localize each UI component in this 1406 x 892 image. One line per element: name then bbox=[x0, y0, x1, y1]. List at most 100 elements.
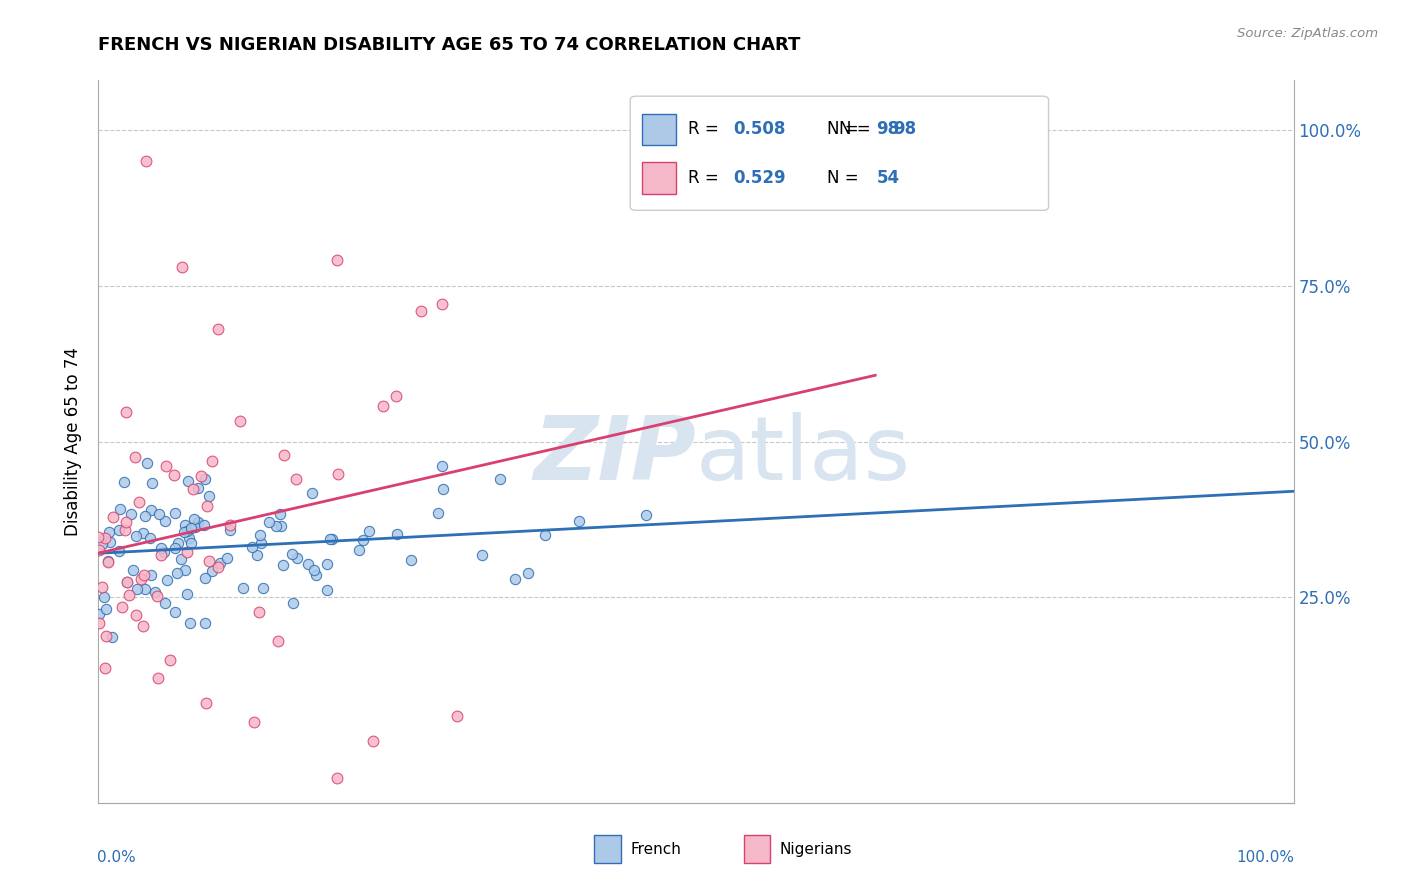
Text: Nigerians: Nigerians bbox=[780, 841, 852, 856]
FancyBboxPatch shape bbox=[630, 96, 1049, 211]
Point bbox=[432, 459, 454, 474]
Text: N =: N = bbox=[827, 169, 865, 186]
Text: FRENCH VS NIGERIAN DISABILITY AGE 65 TO 74 CORRELATION CHART: FRENCH VS NIGERIAN DISABILITY AGE 65 TO … bbox=[98, 36, 801, 54]
Point bbox=[503, 572, 526, 586]
Point bbox=[328, 467, 350, 481]
Point bbox=[141, 503, 163, 517]
Point bbox=[148, 507, 170, 521]
Point bbox=[132, 526, 155, 541]
Point bbox=[180, 520, 202, 534]
Point bbox=[246, 548, 269, 562]
Point bbox=[176, 474, 198, 488]
Point bbox=[96, 602, 118, 616]
Point bbox=[112, 475, 135, 489]
Point bbox=[165, 541, 187, 556]
Point bbox=[94, 531, 117, 545]
Point bbox=[166, 566, 188, 580]
Point bbox=[252, 581, 274, 595]
Point bbox=[432, 482, 454, 496]
Point bbox=[153, 514, 176, 528]
Point bbox=[471, 548, 494, 562]
Point bbox=[174, 518, 197, 533]
Point bbox=[409, 304, 432, 318]
Point bbox=[270, 519, 292, 533]
Point bbox=[138, 531, 160, 545]
Point bbox=[240, 540, 263, 554]
Text: 98: 98 bbox=[876, 120, 900, 138]
Point bbox=[363, 733, 385, 747]
Point bbox=[159, 652, 181, 666]
Point bbox=[108, 501, 131, 516]
Point bbox=[432, 297, 454, 311]
Point bbox=[304, 567, 326, 582]
Point bbox=[217, 550, 239, 565]
Point bbox=[316, 582, 339, 597]
Point bbox=[198, 554, 221, 568]
Point bbox=[87, 530, 110, 544]
Point bbox=[264, 519, 287, 533]
Point bbox=[143, 584, 166, 599]
Point bbox=[115, 574, 138, 589]
FancyBboxPatch shape bbox=[643, 113, 676, 145]
Point bbox=[152, 545, 174, 559]
Point bbox=[125, 582, 148, 597]
Point bbox=[136, 456, 159, 470]
Point bbox=[128, 495, 150, 509]
Point bbox=[195, 696, 218, 710]
Point bbox=[352, 533, 374, 548]
Point bbox=[176, 587, 198, 601]
Text: N =: N = bbox=[827, 120, 865, 138]
Point bbox=[195, 499, 218, 513]
Point bbox=[125, 529, 148, 543]
Point bbox=[114, 404, 136, 418]
Point bbox=[326, 252, 349, 267]
Point bbox=[179, 615, 201, 630]
Point bbox=[201, 454, 224, 468]
Point bbox=[89, 616, 111, 631]
Text: French: French bbox=[630, 841, 681, 856]
Point bbox=[183, 512, 205, 526]
Text: 98: 98 bbox=[893, 120, 917, 138]
Point bbox=[446, 708, 468, 723]
Point bbox=[219, 524, 242, 538]
Point bbox=[176, 524, 198, 538]
Point bbox=[427, 506, 450, 520]
Point bbox=[91, 537, 114, 551]
Point bbox=[568, 514, 591, 528]
Text: N =: N = bbox=[839, 120, 876, 138]
Point bbox=[125, 608, 148, 623]
Point bbox=[134, 582, 156, 597]
Text: R =: R = bbox=[688, 120, 724, 138]
Point bbox=[115, 574, 138, 589]
Point bbox=[304, 563, 326, 577]
Point bbox=[135, 154, 157, 169]
Text: atlas: atlas bbox=[696, 412, 911, 500]
Point bbox=[101, 631, 124, 645]
Point bbox=[249, 528, 271, 542]
Point bbox=[315, 558, 337, 572]
Point bbox=[101, 510, 124, 524]
Point bbox=[124, 450, 146, 464]
Point bbox=[209, 556, 232, 570]
Point bbox=[198, 489, 221, 503]
Point bbox=[97, 555, 120, 569]
Point bbox=[634, 508, 657, 522]
Point bbox=[247, 605, 270, 619]
Point bbox=[267, 633, 290, 648]
Point bbox=[98, 534, 121, 549]
Point bbox=[385, 389, 408, 403]
Text: 100.0%: 100.0% bbox=[1237, 850, 1295, 864]
Point bbox=[281, 596, 304, 610]
Point bbox=[172, 260, 194, 274]
Point bbox=[87, 607, 110, 621]
Point bbox=[201, 564, 224, 578]
Point bbox=[285, 472, 308, 486]
Point bbox=[108, 544, 131, 558]
Y-axis label: Disability Age 65 to 74: Disability Age 65 to 74 bbox=[65, 347, 83, 536]
Point bbox=[115, 516, 138, 530]
Point bbox=[184, 520, 207, 534]
Text: 0.508: 0.508 bbox=[733, 120, 786, 138]
FancyBboxPatch shape bbox=[744, 835, 770, 863]
Point bbox=[167, 536, 190, 550]
Point bbox=[321, 532, 343, 546]
